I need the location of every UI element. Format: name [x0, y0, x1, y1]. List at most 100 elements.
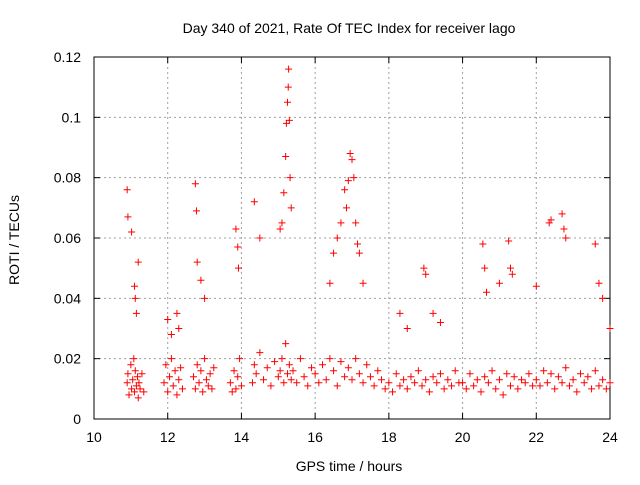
- data-point: [337, 219, 345, 227]
- data-point: [495, 376, 503, 384]
- data-point: [521, 379, 529, 387]
- data-point: [285, 116, 293, 124]
- data-point: [124, 213, 132, 221]
- data-point: [558, 210, 566, 218]
- data-point: [276, 225, 284, 233]
- y-tick-label: 0.12: [54, 49, 81, 65]
- data-point: [232, 385, 240, 393]
- data-point: [129, 376, 137, 384]
- data-point: [577, 370, 585, 378]
- data-point: [171, 367, 179, 375]
- data-point: [307, 364, 315, 372]
- data-point: [403, 325, 411, 332]
- data-point: [414, 367, 422, 375]
- data-point: [479, 240, 487, 248]
- data-point: [285, 65, 293, 73]
- data-point: [355, 249, 363, 257]
- data-point: [599, 294, 607, 302]
- data-point: [348, 156, 356, 164]
- data-point: [374, 367, 382, 375]
- data-point: [319, 361, 327, 369]
- data-point: [595, 279, 603, 287]
- data-point: [510, 373, 518, 381]
- data-point: [341, 373, 349, 381]
- chart-title: Day 340 of 2021, Rate Of TEC Index for r…: [183, 20, 516, 36]
- data-point: [462, 385, 470, 393]
- y-tick-label: 0: [73, 411, 81, 427]
- data-point: [256, 349, 264, 357]
- data-point: [381, 385, 389, 393]
- data-point: [466, 370, 474, 378]
- data-point: [178, 385, 186, 393]
- data-point: [551, 385, 559, 393]
- data-point: [448, 382, 456, 390]
- data-point: [532, 282, 540, 290]
- data-point: [286, 174, 294, 182]
- data-point: [138, 370, 146, 378]
- data-point: [602, 385, 610, 393]
- data-point: [190, 373, 198, 381]
- data-point: [128, 228, 136, 236]
- data-point: [130, 355, 138, 363]
- data-point: [234, 373, 242, 381]
- data-point: [284, 370, 291, 378]
- data-point: [132, 309, 140, 317]
- data-point: [201, 294, 209, 302]
- data-point: [451, 367, 459, 375]
- x-tick-label: 18: [381, 429, 397, 445]
- data-point: [359, 279, 367, 287]
- y-tick-label: 0.1: [62, 109, 82, 125]
- data-point: [403, 385, 411, 393]
- x-tick-label: 10: [86, 429, 102, 445]
- x-tick-label: 22: [528, 429, 544, 445]
- data-point: [344, 364, 352, 372]
- data-point: [363, 361, 371, 369]
- data-point: [210, 364, 218, 372]
- y-tick-label: 0.08: [54, 170, 81, 186]
- data-point: [514, 385, 522, 393]
- data-point: [167, 355, 175, 363]
- data-point: [348, 376, 356, 384]
- data-point: [569, 376, 577, 384]
- data-point: [540, 367, 548, 375]
- data-point: [140, 388, 148, 396]
- data-point: [470, 382, 478, 390]
- data-point: [584, 373, 592, 381]
- data-point: [370, 382, 378, 390]
- data-point: [433, 379, 441, 387]
- data-point: [166, 373, 174, 381]
- data-point: [248, 379, 256, 387]
- data-point: [396, 382, 404, 390]
- data-point: [337, 358, 345, 366]
- data-point: [128, 385, 136, 393]
- data-point: [204, 382, 212, 390]
- data-point: [418, 382, 426, 390]
- y-axis-ticks: 0 0.02 0.04 0.06 0.08 0.1 0.12: [54, 49, 610, 427]
- data-point: [175, 325, 183, 332]
- x-tick-label: 16: [307, 429, 323, 445]
- data-point: [192, 207, 200, 215]
- data-point: [481, 373, 489, 381]
- y-axis-label: ROTI / TECUs: [6, 195, 22, 285]
- data-point: [208, 385, 216, 393]
- data-point: [315, 379, 323, 387]
- data-point: [344, 177, 352, 185]
- data-point: [547, 370, 555, 378]
- data-point: [481, 264, 489, 272]
- data-point: [164, 315, 172, 323]
- data-point: [123, 186, 131, 194]
- data-point: [191, 180, 199, 188]
- data-point: [124, 370, 132, 378]
- data-point: [280, 189, 288, 197]
- data-point: [173, 309, 181, 317]
- data-point: [131, 367, 139, 375]
- data-point: [330, 249, 338, 257]
- data-point: [484, 379, 492, 387]
- data-point: [444, 376, 452, 384]
- data-point: [411, 379, 419, 387]
- data-point: [573, 388, 581, 396]
- x-axis-label: GPS time / hours: [296, 458, 403, 474]
- data-point: [342, 204, 350, 212]
- y-tick-label: 0.04: [54, 290, 81, 306]
